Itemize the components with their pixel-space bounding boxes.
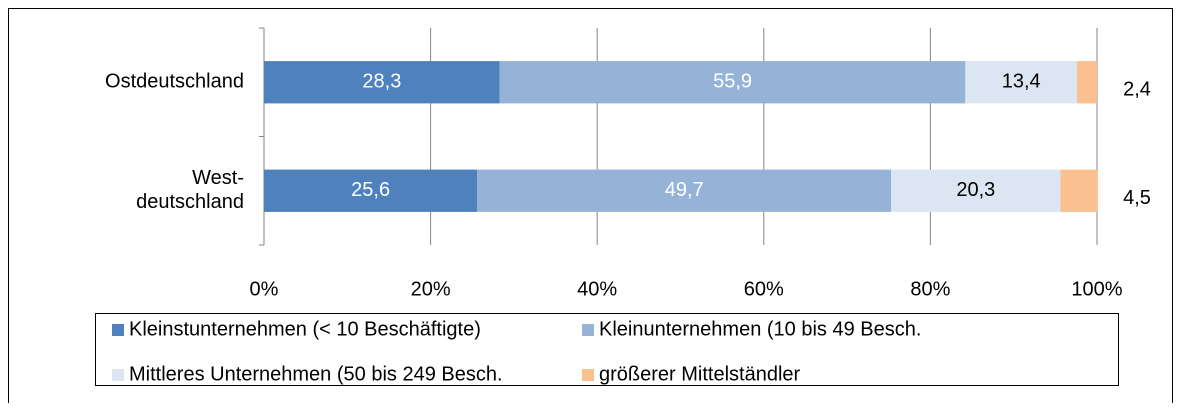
- x-tick-label: 100%: [1071, 278, 1122, 300]
- legend-swatch: [112, 324, 124, 336]
- legend-label: Kleinstunternehmen (< 10 Beschäftigte): [129, 318, 481, 340]
- data-label: 20,3: [956, 179, 995, 201]
- x-tick-label: 40%: [577, 278, 617, 300]
- bar-segment: [891, 169, 1061, 212]
- data-label: 25,6: [351, 179, 390, 201]
- legend-label: Mittleres Unternehmen (50 bis 249 Besch.: [129, 363, 503, 385]
- legend-box: [95, 313, 1119, 386]
- legend-swatch: [582, 369, 594, 381]
- legend-swatch: [582, 324, 594, 336]
- data-label: 55,9: [713, 71, 752, 93]
- legend-label: Kleinunternehmen (10 bis 49 Besch.: [599, 318, 921, 340]
- legend-swatch: [112, 369, 124, 381]
- data-label: 4,5: [1123, 187, 1151, 209]
- bar-segment: [1060, 169, 1098, 212]
- y-tick-label: West-deutschland: [136, 167, 244, 213]
- bar-segment: [1077, 61, 1097, 104]
- data-label: 49,7: [665, 179, 704, 201]
- x-tick-label: 60%: [744, 278, 784, 300]
- data-label: 13,4: [1002, 71, 1041, 93]
- bar-segment: [965, 61, 1078, 104]
- bar-segment: [264, 169, 478, 212]
- bar-segment: [499, 61, 966, 104]
- x-tick-label: 80%: [910, 278, 950, 300]
- y-tick-label: Ostdeutschland: [105, 71, 244, 93]
- bar-segment: [264, 61, 500, 104]
- x-tick-label: 0%: [250, 278, 279, 300]
- x-tick-label: 20%: [411, 278, 451, 300]
- data-label: 28,3: [362, 71, 401, 93]
- data-label: 2,4: [1123, 79, 1151, 101]
- chart-border: [8, 8, 1173, 408]
- legend-label: größerer Mittelständler: [599, 363, 801, 385]
- bar-segment: [477, 169, 892, 212]
